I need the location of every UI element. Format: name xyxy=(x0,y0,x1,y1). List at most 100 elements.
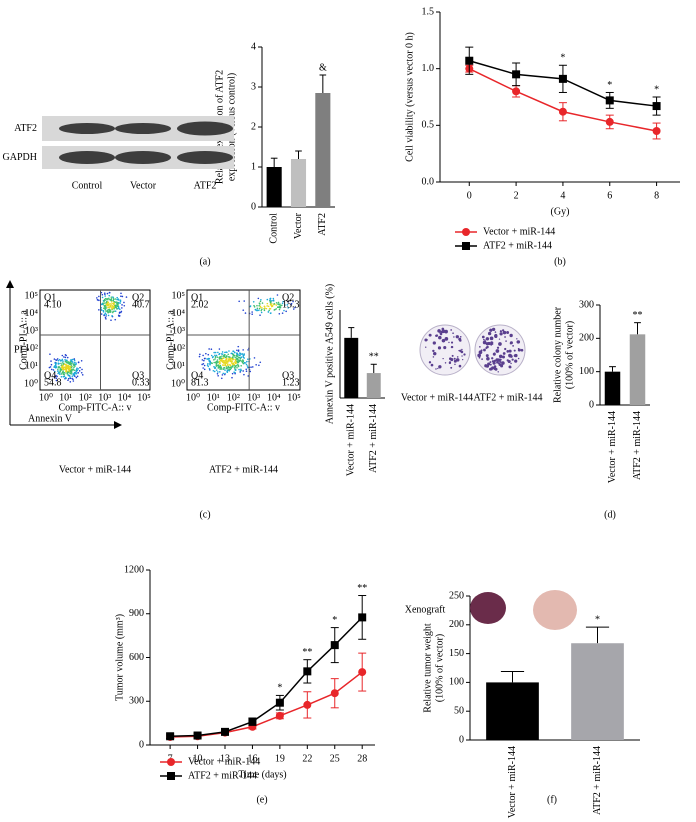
flow-dot xyxy=(107,304,110,307)
flow-dot xyxy=(55,362,58,364)
quadrant-value: 81.3 xyxy=(191,377,209,388)
flow-dot xyxy=(98,295,100,298)
colony xyxy=(424,338,428,342)
flow-dot xyxy=(234,372,236,375)
flow-dot xyxy=(242,349,244,351)
flow-dot xyxy=(66,364,68,367)
arrow-head xyxy=(114,421,122,429)
flow-dot xyxy=(69,376,71,378)
flow-dot xyxy=(219,368,221,370)
flow-dot xyxy=(225,359,228,361)
flow-dot xyxy=(278,312,281,315)
tumor xyxy=(470,592,506,624)
point xyxy=(605,96,614,105)
flow-dot xyxy=(117,302,119,305)
x-tick-label: Control xyxy=(268,213,279,244)
flow-dot xyxy=(224,369,226,371)
flow-dot xyxy=(68,374,71,377)
flow-dot xyxy=(236,349,238,352)
flow-dot xyxy=(217,371,219,373)
flow-dot xyxy=(237,361,240,364)
flow-dot xyxy=(106,292,109,295)
quadrant-value: 54.8 xyxy=(44,377,62,388)
y-tick-label: 2 xyxy=(251,121,256,132)
flow-dot xyxy=(222,360,225,362)
flow-dot xyxy=(206,358,208,360)
point xyxy=(303,667,312,676)
quadrant-value: 0.33 xyxy=(132,377,150,388)
colony xyxy=(501,355,505,359)
colony xyxy=(425,346,427,348)
flow-dot xyxy=(217,351,219,354)
flow-dot xyxy=(110,308,113,310)
flow-dot xyxy=(237,353,239,356)
flow-dot xyxy=(266,302,269,305)
flow-dot xyxy=(96,297,98,299)
flow-dot xyxy=(104,295,106,297)
flow-dot xyxy=(227,363,229,366)
flow-dot xyxy=(202,354,204,357)
flow-dot xyxy=(64,372,66,374)
flow-dot xyxy=(98,309,100,311)
flow-dot xyxy=(218,348,221,350)
flow-dot xyxy=(208,367,211,370)
flow-dot xyxy=(226,355,228,357)
flow-dot xyxy=(282,300,284,303)
flow-dot xyxy=(117,298,120,300)
colony xyxy=(498,342,502,346)
annotation: * xyxy=(277,683,282,694)
flow-dot xyxy=(72,358,74,361)
flow-dot xyxy=(271,299,273,302)
flow-frame xyxy=(39,289,151,391)
colony xyxy=(492,327,496,331)
blot-lane-label: Vector xyxy=(130,180,157,191)
flow-dot xyxy=(238,300,240,303)
flow-y-tick: 10⁴ xyxy=(172,308,186,319)
flow-dot xyxy=(114,310,117,313)
flow-dot xyxy=(269,312,272,315)
colony xyxy=(484,339,486,341)
flow-dot xyxy=(250,366,252,368)
flow-dot xyxy=(110,296,113,298)
flow-dot xyxy=(242,362,245,365)
flow-dot xyxy=(234,369,237,371)
flow-dot xyxy=(55,379,58,382)
flow-dot xyxy=(104,293,106,296)
flow-dot xyxy=(100,309,103,311)
flow-dot xyxy=(67,361,70,363)
flow-dot xyxy=(277,303,279,305)
colony xyxy=(490,329,493,332)
y-tick-label: 0 xyxy=(589,399,594,410)
x-axis-label: Time (days) xyxy=(238,769,286,780)
point xyxy=(605,117,614,126)
quadrant-value: 4.10 xyxy=(44,299,62,310)
flow-dot xyxy=(281,312,284,314)
flow-dot xyxy=(202,362,205,365)
flow-dot xyxy=(236,360,238,362)
flow-dot xyxy=(232,353,234,356)
flow-dot xyxy=(223,355,226,357)
colony xyxy=(443,346,447,350)
flow-dot xyxy=(276,306,279,308)
flow-dot xyxy=(221,355,223,357)
flow-dot xyxy=(256,304,258,307)
y-tick-label: 250 xyxy=(449,590,464,601)
flow-dot xyxy=(104,306,107,309)
flow-dot xyxy=(253,306,256,308)
colony xyxy=(446,337,448,339)
bar xyxy=(604,371,621,405)
annotation: ** xyxy=(369,352,379,363)
flow-dot xyxy=(258,364,260,367)
flow-dot xyxy=(235,354,238,357)
colony xyxy=(493,366,495,369)
flow-dot xyxy=(216,361,219,363)
blot-band xyxy=(59,151,115,164)
flow-dot xyxy=(220,377,223,380)
flow-dot xyxy=(55,367,57,369)
flow-dot xyxy=(67,374,70,377)
flow-dot xyxy=(221,374,224,376)
flow-x-label: Comp-FITC-A:: v xyxy=(58,402,131,413)
flow-dot xyxy=(59,370,61,373)
colony xyxy=(479,345,481,348)
